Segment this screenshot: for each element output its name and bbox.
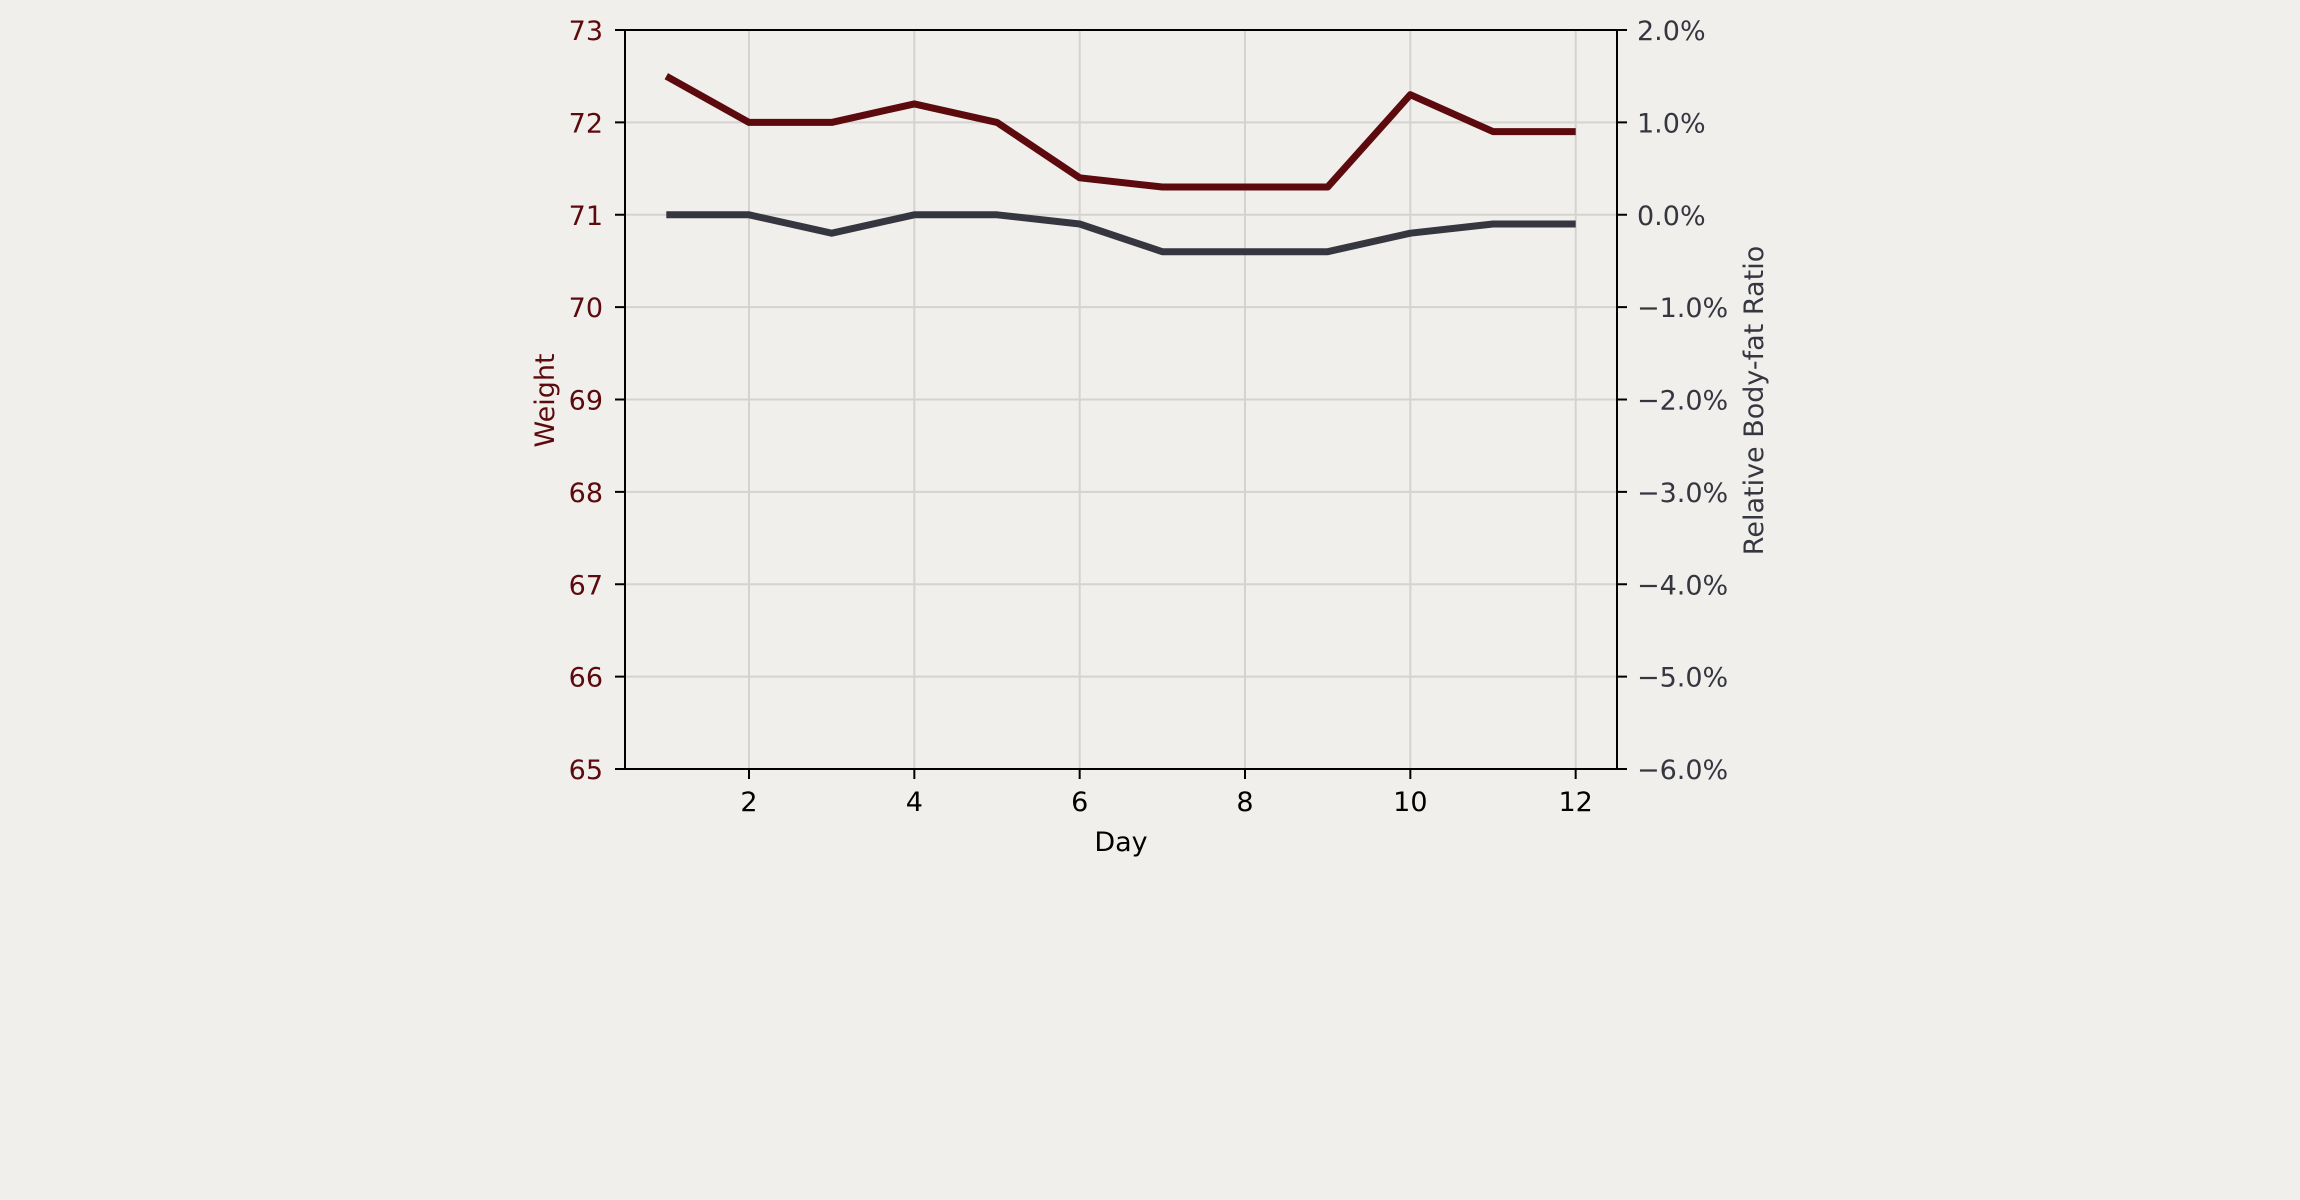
y-right-tick-label: −6.0% bbox=[1637, 755, 1728, 786]
x-axis-label: Day bbox=[1094, 827, 1147, 858]
series-line-right bbox=[666, 211, 1576, 256]
y-left-tick-label: 73 bbox=[569, 16, 603, 47]
x-tick-label: 4 bbox=[906, 787, 923, 818]
y-left-tick-label: 67 bbox=[569, 570, 603, 601]
y-left-tick-label: 69 bbox=[569, 386, 603, 417]
series-lines bbox=[664, 73, 1576, 256]
series-line-left bbox=[664, 73, 1576, 191]
y-right-tick-label: −4.0% bbox=[1637, 570, 1728, 601]
x-tick-label: 12 bbox=[1558, 787, 1592, 818]
x-tick-label: 6 bbox=[1071, 787, 1088, 818]
y-right-tick-label: 2.0% bbox=[1637, 16, 1706, 47]
axes bbox=[615, 29, 1627, 779]
y-right-tick-label: −3.0% bbox=[1637, 478, 1728, 509]
y-left-axis-label: Weight bbox=[530, 353, 561, 447]
y-right-tick-label: 1.0% bbox=[1637, 108, 1706, 139]
y-right-axis-label: Relative Body-fat Ratio bbox=[1739, 246, 1770, 555]
y-right-tick-label: −2.0% bbox=[1637, 386, 1728, 417]
y-right-tick-label: −5.0% bbox=[1637, 663, 1728, 694]
y-left-tick-label: 65 bbox=[569, 755, 603, 786]
y-left-tick-label: 68 bbox=[569, 478, 603, 509]
tick-labels: 2 4 6 8 10 12656667686970717273−6.0%−5.0%−4.0… bbox=[569, 16, 1729, 818]
x-tick-label: 2 bbox=[740, 787, 757, 818]
y-right-tick-label: −1.0% bbox=[1637, 293, 1728, 324]
grid bbox=[625, 29, 1617, 770]
y-left-tick-label: 72 bbox=[569, 108, 603, 139]
x-tick-label: 8 bbox=[1236, 787, 1253, 818]
x-tick-label: 10 bbox=[1393, 787, 1427, 818]
y-left-tick-label: 70 bbox=[569, 293, 603, 324]
y-right-tick-label: 0.0% bbox=[1637, 201, 1706, 232]
y-left-tick-label: 71 bbox=[569, 201, 603, 232]
y-left-tick-label: 66 bbox=[569, 663, 603, 694]
